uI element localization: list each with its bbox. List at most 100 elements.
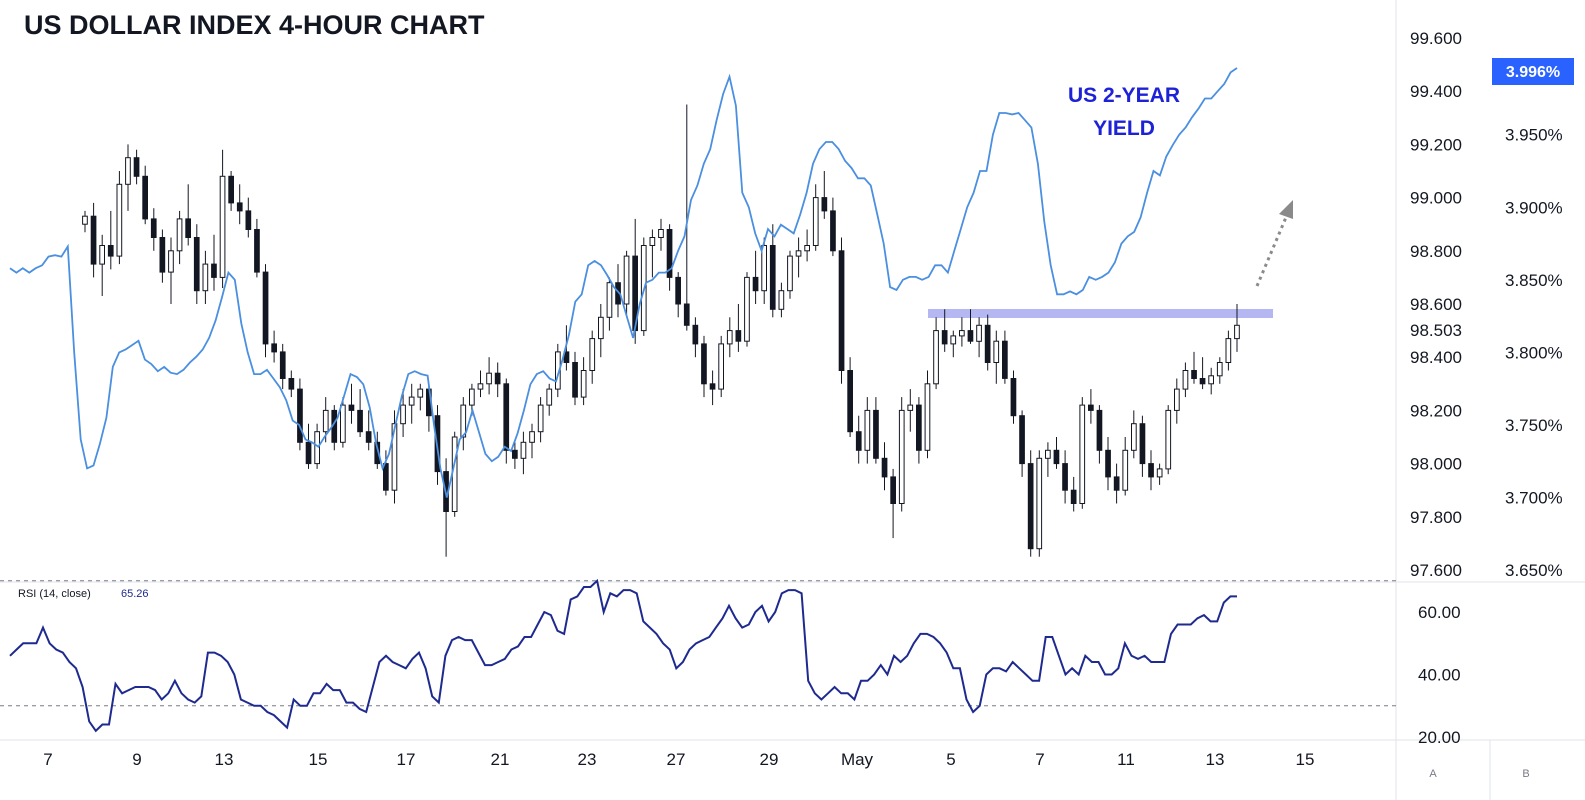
candle [254,218,260,278]
candle-body [219,175,226,278]
candle-body [383,463,389,491]
candle-body [1165,409,1172,470]
candle [185,184,192,246]
candle-body [503,383,510,451]
candle [761,237,767,304]
candle [228,171,235,211]
candle [82,210,88,233]
candle-body [916,404,922,451]
candle [262,264,269,358]
candle-body [469,388,475,406]
candle [855,415,862,464]
candle-body [193,237,200,292]
candle-body [279,351,286,379]
candle [649,229,656,278]
candle [236,184,243,225]
candle [1088,389,1094,424]
candle [572,351,578,406]
candle-body [761,245,767,292]
candle [744,272,750,347]
candle [658,218,664,251]
candle-body [262,271,269,345]
candle [752,250,759,304]
price-tick-label: 97.800 [1410,508,1462,527]
candle [1122,437,1129,496]
candle-body [967,330,974,342]
candle-body [133,157,140,177]
candle-body [1131,423,1137,451]
candle [168,237,174,304]
candle [726,317,733,358]
candle [1036,450,1043,557]
candle-body [1036,457,1043,550]
price-tick-label: 98.000 [1410,455,1462,474]
candle-body [1208,375,1215,385]
candle-body [726,330,733,345]
candle-body [683,303,690,326]
candle-body [150,218,157,238]
candle-body [1045,449,1051,459]
candle-body [804,245,810,252]
candle [331,405,338,451]
candle-body [1019,415,1025,465]
time-tick-label: 7 [1035,750,1044,769]
candle [924,370,931,459]
candle [1062,450,1068,504]
candle [529,423,535,459]
candle-body [1225,338,1232,364]
candle [176,210,183,265]
candle-body [658,229,664,238]
candle-body [1002,340,1008,379]
candle [193,224,200,304]
candle-body [1216,362,1223,377]
candle [1002,330,1008,384]
candle-body [512,449,518,459]
price-tick-label: 98.200 [1410,401,1462,420]
candle-body [486,372,492,385]
candle [202,250,209,304]
candle-body [890,476,896,504]
time-tick-label: 15 [309,750,328,769]
candle [451,431,458,517]
candle-body [340,404,346,443]
candle [1096,405,1103,464]
candle-body [898,409,905,504]
candle-body [288,378,295,390]
candle [443,458,449,557]
candle-body [90,215,97,265]
candle-body [400,404,406,425]
time-tick-label: 21 [491,750,510,769]
candle [1045,442,1051,477]
candle [1225,330,1232,371]
current-price-label: 98.503 [1410,321,1462,340]
candle [718,335,724,398]
candle [365,410,372,451]
candle-body [297,388,303,443]
candle [1216,357,1223,384]
price-tick-label: 98.400 [1410,348,1462,367]
chart-title: US DOLLAR INDEX 4-HOUR CHART [24,10,485,40]
candle-body [374,441,381,465]
candle-body [417,388,424,398]
candle [967,309,974,344]
candle [1208,367,1215,395]
candle [976,317,982,358]
candle [787,250,793,299]
candle-body [211,263,217,278]
candle-body [322,409,329,433]
candle-body [855,431,862,451]
candle [959,317,965,347]
candle-body [950,335,957,345]
candle-body [847,370,853,433]
candle-body [976,324,982,342]
candle [692,317,699,358]
candle [890,468,896,539]
candle-body [314,431,320,465]
candle [812,184,819,251]
candle [1148,450,1154,491]
candle [1199,357,1206,390]
yield-annotation-line1: US 2-YEAR [1068,84,1180,107]
candle-body [1199,378,1206,385]
yield-axis: 3.950% 3.900% 3.850% 3.800% 3.750% 3.700% 3.65… [1505,126,1563,580]
